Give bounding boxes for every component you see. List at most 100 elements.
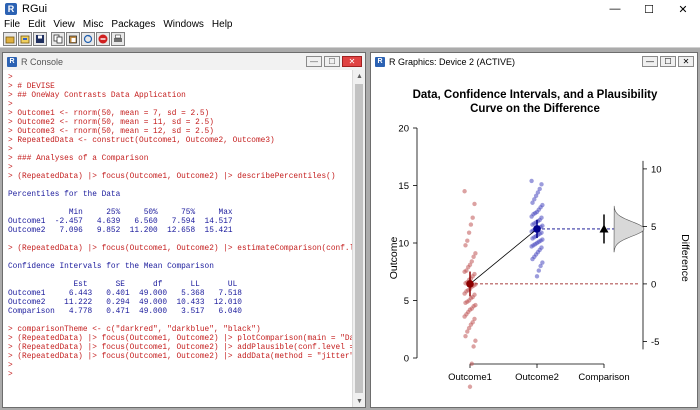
console-line: > comparisonTheme <- c("darkred", "darkb… — [8, 326, 261, 334]
x-tick-label: Outcome1 — [448, 372, 492, 383]
r-icon: R — [375, 56, 385, 67]
data-point — [468, 322, 474, 327]
data-point — [530, 256, 535, 262]
data-point — [470, 215, 475, 220]
menu-windows[interactable]: Windows — [163, 19, 204, 30]
r-icon: R — [7, 56, 17, 67]
console-line: > RepeatedData <- construct(Outcome1, Ou… — [8, 137, 275, 145]
data-point — [529, 178, 534, 184]
difference-marker — [599, 224, 609, 233]
console-line: > (RepeatedData) |> focus(Outcome1, Outc… — [8, 245, 352, 253]
console-titlebar[interactable]: R R Console — ☐ ✕ — [3, 53, 365, 70]
console-line: Confidence Intervals for the Mean Compar… — [8, 263, 214, 271]
console-window-controls: — ☐ ✕ — [304, 56, 362, 67]
menu-edit[interactable]: Edit — [28, 19, 46, 30]
data-point — [462, 314, 467, 319]
x-tick-label: Comparison — [578, 372, 629, 383]
window-controls: — ☐ ✕ — [598, 0, 700, 18]
y2-tick-label: 10 — [651, 164, 662, 175]
y2-tick-label: -5 — [651, 337, 659, 348]
console-scrollbar[interactable]: ▲ ▼ — [352, 70, 365, 407]
mean-marker — [466, 280, 474, 288]
copy-icon[interactable] — [51, 32, 65, 46]
console-window[interactable]: R R Console — ☐ ✕ > > # DEVISE > ## OneWay… — [2, 52, 366, 408]
data-point — [535, 190, 541, 195]
console-line: > ## OneWay Contrasts Data Application — [8, 92, 186, 100]
menu-packages[interactable]: Packages — [111, 19, 156, 30]
open-script-icon[interactable] — [3, 32, 17, 46]
paste-icon[interactable] — [66, 32, 80, 46]
y-axis-label: Outcome — [388, 237, 400, 280]
console-line: > Outcome3 <- rnorm(50, mean = 12, sd = … — [8, 128, 214, 136]
console-line — [8, 200, 352, 209]
console-line: > # DEVISE — [8, 83, 55, 91]
data-point — [462, 189, 467, 194]
graphics-title: R Graphics: Device 2 (ACTIVE) — [389, 56, 516, 67]
graphics-titlebar[interactable]: R R Graphics: Device 2 (ACTIVE) — ☐ ✕ — [371, 53, 697, 70]
menu-file[interactable]: File — [4, 19, 21, 30]
mean-marker — [533, 225, 541, 233]
console-output[interactable]: > > # DEVISE > ## OneWay Contrasts Data Ap… — [3, 70, 352, 407]
console-line: Outcome2 11.222 0.294 49.000 10.433 12.0… — [8, 299, 242, 307]
plausibility-curve — [613, 205, 645, 253]
print-icon[interactable] — [111, 32, 125, 46]
data-point — [529, 214, 534, 219]
data-point — [472, 201, 477, 207]
load-workspace-icon[interactable] — [18, 32, 32, 46]
minimize-button[interactable]: — — [609, 3, 621, 15]
data-point — [468, 222, 474, 227]
console-line: > — [8, 164, 13, 172]
data-point — [463, 300, 468, 305]
graphics-window[interactable]: R R Graphics: Device 2 (ACTIVE) — ☐ ✕ Da… — [370, 52, 698, 408]
console-title: R Console — [21, 56, 64, 67]
console-line: > — [8, 101, 13, 109]
chart-subtitle: Curve on the Difference — [470, 103, 600, 115]
graphics-minimize-button[interactable]: — — [642, 56, 658, 67]
y2-axis-label: Difference — [679, 234, 691, 282]
data-point — [465, 329, 470, 334]
console-minimize-button[interactable]: — — [306, 56, 322, 67]
console-line: Outcome1 6.443 0.401 49.000 5.368 7.518 — [8, 290, 242, 298]
stop-icon[interactable] — [96, 32, 110, 46]
graphics-close-button[interactable]: ✕ — [678, 56, 694, 67]
data-point — [466, 230, 472, 235]
console-line: > — [8, 371, 13, 379]
menu-help[interactable]: Help — [211, 19, 233, 30]
console-close-button[interactable]: ✕ — [342, 56, 362, 67]
y-tick-label: 20 — [398, 124, 409, 135]
data-point — [462, 291, 467, 296]
data-point — [471, 344, 476, 349]
close-button[interactable]: ✕ — [678, 3, 688, 16]
data-point — [540, 260, 545, 265]
console-line: > (RepeatedData) |> focus(Outcome1, Outc… — [8, 344, 352, 352]
console-line: > — [8, 146, 13, 154]
graphics-maximize-button[interactable]: ☐ — [660, 56, 676, 67]
console-line: > Outcome1 <- rnorm(50, mean = 7, sd = 2… — [8, 110, 210, 118]
console-line — [8, 236, 352, 245]
maximize-button[interactable]: ☐ — [644, 3, 654, 16]
scrollbar-thumb[interactable] — [355, 84, 363, 393]
menubar: File Edit View Misc Packages Windows Hel… — [0, 18, 700, 31]
scroll-up-icon[interactable]: ▲ — [356, 72, 363, 80]
chart-title: Data, Confidence Intervals, and a Plausi… — [413, 89, 658, 101]
data-point — [538, 263, 543, 269]
copy-paste-icon[interactable] — [81, 32, 95, 46]
y-tick-label: 10 — [398, 239, 409, 250]
console-line: > Outcome2 <- rnorm(50, mean = 11, sd = … — [8, 119, 214, 127]
console-line: > ### Analyses of a Comparison — [8, 155, 149, 163]
data-point — [539, 182, 544, 187]
data-point — [532, 197, 537, 202]
console-line — [8, 272, 352, 281]
console-line: > (RepeatedData) |> focus(Outcome1, Outc… — [8, 173, 336, 181]
mdi-workspace: R R Console — ☐ ✕ > > # DEVISE > ## OneWay… — [0, 48, 700, 410]
menu-misc[interactable]: Misc — [82, 19, 104, 30]
console-line: > (RepeatedData) |> focus(Outcome1, Outc… — [8, 335, 352, 343]
data-point — [467, 384, 473, 389]
y2-tick-label: 5 — [651, 222, 656, 233]
app-titlebar: R RGui — ☐ ✕ — [0, 0, 700, 18]
console-maximize-button[interactable]: ☐ — [324, 56, 340, 67]
scroll-down-icon[interactable]: ▼ — [356, 397, 363, 405]
save-workspace-icon[interactable] — [33, 32, 47, 46]
menu-view[interactable]: View — [53, 19, 75, 30]
graphics-window-controls: — ☐ ✕ — [640, 56, 694, 67]
